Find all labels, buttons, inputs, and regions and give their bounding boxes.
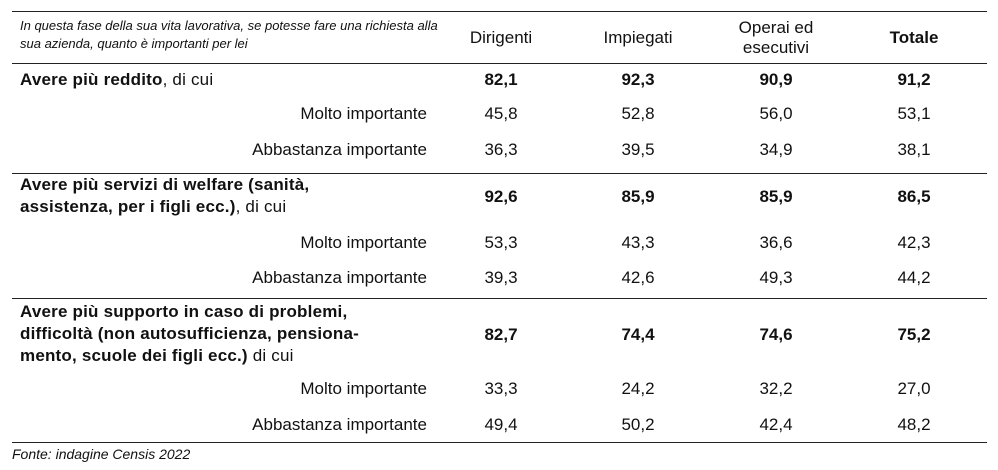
source-note: Fonte: indagine Censis 2022 <box>12 446 191 462</box>
section-3-title-bold: Avere più supporto in caso di problemi, … <box>20 302 359 365</box>
s3-sub1-totale: 27,0 <box>897 379 931 398</box>
col-header-totale: Totale <box>889 28 939 47</box>
s3-dirigenti: 82,7 <box>484 325 518 344</box>
s1-sub1-totale: 53,1 <box>897 104 931 123</box>
s1-sub2-label: Abbastanza importante <box>252 140 427 159</box>
s2-sub1-operai: 36,6 <box>759 233 793 252</box>
s3-sub1-label: Molto importante <box>300 379 427 398</box>
section-2-title-bold: Avere più servizi di welfare (sanità, as… <box>20 175 310 216</box>
section-3-title: Avere più supporto in caso di problemi, … <box>20 301 400 367</box>
header-rule <box>12 63 987 64</box>
s2-sub2-label: Abbastanza importante <box>252 268 427 287</box>
s3-impiegati: 74,4 <box>621 325 655 344</box>
col-header-impiegati: Impiegati <box>603 28 673 47</box>
s1-sub1-operai: 56,0 <box>759 104 793 123</box>
s2-impiegati: 85,9 <box>621 187 655 206</box>
s3-sub2-label: Abbastanza importante <box>252 415 427 434</box>
table-top-rule <box>12 11 987 12</box>
section-3-title-suffix: di cui <box>247 346 294 365</box>
s1-sub2-dirigenti: 36,3 <box>484 140 518 159</box>
s1-sub2-impiegati: 39,5 <box>621 140 655 159</box>
s2-sub1-impiegati: 43,3 <box>621 233 655 252</box>
s3-sub2-totale: 48,2 <box>897 415 931 434</box>
section-2-rule <box>12 298 987 299</box>
s2-totale: 86,5 <box>897 187 931 206</box>
section-1-title: Avere più reddito, di cui <box>20 69 440 91</box>
col-header-dirigenti: Dirigenti <box>469 28 533 47</box>
s1-operai: 90,9 <box>759 70 793 89</box>
s2-sub1-dirigenti: 53,3 <box>484 233 518 252</box>
s1-sub2-operai: 34,9 <box>759 140 793 159</box>
s3-sub1-impiegati: 24,2 <box>621 379 655 398</box>
s3-totale: 75,2 <box>897 325 931 344</box>
s3-operai: 74,6 <box>759 325 793 344</box>
section-2-title-suffix: , di cui <box>235 197 287 216</box>
s3-sub2-dirigenti: 49,4 <box>484 415 518 434</box>
s1-sub1-impiegati: 52,8 <box>621 104 655 123</box>
table-bottom-rule <box>12 442 987 443</box>
s3-sub1-operai: 32,2 <box>759 379 793 398</box>
s1-sub1-label: Molto importante <box>300 104 427 123</box>
s2-sub2-impiegati: 42,6 <box>621 268 655 287</box>
s1-sub1-dirigenti: 45,8 <box>484 104 518 123</box>
s1-impiegati: 92,3 <box>621 70 655 89</box>
s3-sub2-impiegati: 50,2 <box>621 415 655 434</box>
s1-sub2-totale: 38,1 <box>897 140 931 159</box>
s2-sub1-totale: 42,3 <box>897 233 931 252</box>
s3-sub2-operai: 42,4 <box>759 415 793 434</box>
s2-operai: 85,9 <box>759 187 793 206</box>
section-2-title: Avere più servizi di welfare (sanità, as… <box>20 174 400 218</box>
section-1-title-suffix: , di cui <box>162 70 214 89</box>
s3-sub1-dirigenti: 33,3 <box>484 379 518 398</box>
s2-dirigenti: 92,6 <box>484 187 518 206</box>
s2-sub2-dirigenti: 39,3 <box>484 268 518 287</box>
section-1-rule <box>12 173 987 174</box>
col-header-operai: Operai ed esecutivi <box>738 18 814 57</box>
header-intro: In questa fase della sua vita lavorativa… <box>20 18 438 51</box>
section-1-title-bold: Avere più reddito <box>20 70 163 89</box>
s2-sub2-operai: 49,3 <box>759 268 793 287</box>
s2-sub1-label: Molto importante <box>300 233 427 252</box>
s1-dirigenti: 82,1 <box>484 70 518 89</box>
s1-totale: 91,2 <box>897 70 931 89</box>
s2-sub2-totale: 44,2 <box>897 268 931 287</box>
